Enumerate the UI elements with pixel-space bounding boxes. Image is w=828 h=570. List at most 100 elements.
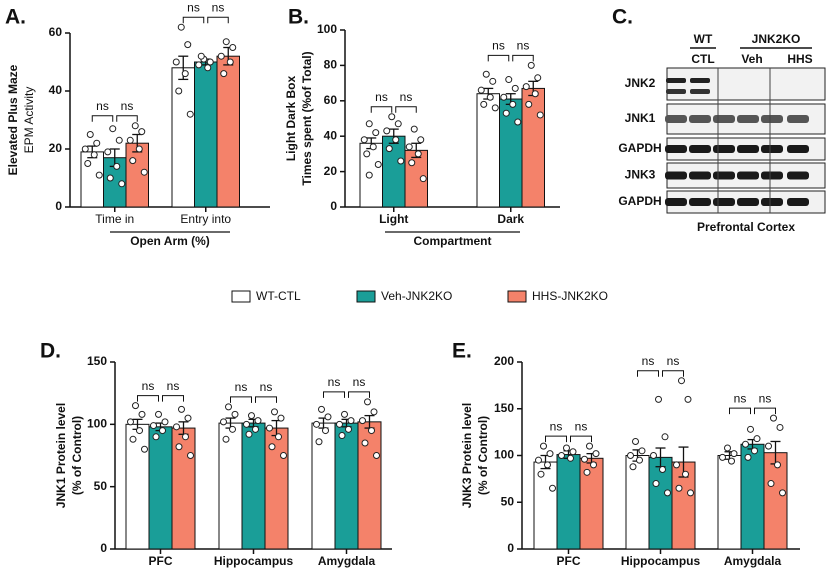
sig-label: ns — [212, 0, 225, 14]
data-point — [313, 420, 320, 428]
sig-label: ns — [167, 379, 180, 393]
data-point — [182, 433, 189, 441]
data-point — [405, 143, 413, 151]
bar — [80, 151, 104, 208]
data-point — [109, 125, 117, 133]
y-title: (% of Control) — [70, 416, 84, 495]
data-point — [172, 58, 180, 66]
data-point — [231, 410, 239, 418]
blot-row-label: GAPDH — [618, 194, 661, 208]
band — [761, 171, 783, 180]
bar — [357, 421, 382, 550]
band — [665, 145, 687, 153]
data-point — [770, 414, 777, 422]
y-tick-label: 0 — [507, 541, 514, 555]
data-point — [173, 423, 180, 431]
data-point — [563, 444, 570, 452]
band — [690, 89, 710, 94]
data-point — [177, 23, 185, 31]
data-point — [687, 489, 694, 497]
band — [665, 115, 687, 123]
data-point — [527, 61, 535, 69]
data-point — [187, 452, 194, 459]
data-point — [217, 52, 225, 60]
y-tick-label: 100 — [317, 22, 337, 36]
sig-bracket — [395, 106, 417, 113]
data-point — [132, 402, 139, 410]
data-point — [661, 433, 669, 441]
data-point — [629, 463, 637, 471]
y-title: JNK3 Protein level — [460, 403, 474, 508]
x-tick-label: Entry into — [180, 212, 231, 226]
data-point — [636, 456, 643, 464]
data-point — [638, 447, 646, 455]
data-point — [502, 109, 510, 117]
bar — [216, 55, 240, 208]
sig-label: ns — [328, 375, 341, 389]
blot-row-label: JNK3 — [625, 168, 656, 182]
bar — [556, 454, 581, 550]
data-point — [131, 122, 139, 130]
data-point — [489, 77, 497, 85]
band — [737, 198, 759, 206]
data-point — [140, 168, 148, 176]
data-point — [534, 74, 542, 82]
data-point — [280, 452, 287, 459]
data-point — [500, 93, 508, 101]
data-point — [419, 175, 427, 183]
data-point — [138, 410, 146, 418]
band — [713, 145, 735, 153]
data-point — [482, 70, 490, 78]
data-point — [753, 435, 761, 443]
data-point — [514, 118, 522, 126]
bar — [171, 427, 196, 550]
y-title: Elevated Plus Maze — [6, 64, 20, 175]
x-tick-label: Light — [379, 212, 408, 226]
band — [665, 198, 687, 206]
data-point — [744, 453, 752, 461]
sig-label: ns — [353, 375, 366, 389]
data-point — [181, 70, 189, 78]
data-point — [113, 162, 121, 170]
x-tick-label: Amygdala — [318, 554, 376, 568]
data-point — [505, 76, 513, 84]
sig-label: ns — [550, 419, 563, 433]
bar — [740, 443, 765, 550]
data-point — [569, 448, 577, 456]
data-point — [385, 145, 393, 153]
data-point — [394, 120, 402, 128]
band — [737, 145, 759, 153]
sig-bracket — [116, 115, 138, 122]
panel-label: E. — [452, 340, 472, 363]
sig-label: ns — [96, 99, 109, 113]
y-tick-label: 50 — [94, 479, 108, 493]
sig-bracket — [323, 391, 345, 398]
data-point — [417, 136, 425, 144]
y-tick-label: 100 — [87, 417, 107, 431]
data-point — [315, 438, 323, 446]
y-title: JNK1 Protein level — [54, 403, 68, 508]
band — [665, 171, 687, 180]
panel-label: C. — [612, 6, 633, 29]
data-point — [360, 136, 368, 144]
bar — [148, 426, 173, 550]
data-point — [347, 417, 355, 425]
data-point — [150, 422, 157, 430]
sig-label: ns — [121, 99, 134, 113]
data-point — [226, 58, 234, 66]
sig-label: ns — [575, 419, 588, 433]
band — [713, 115, 735, 123]
x-tick-label: PFC — [149, 554, 173, 568]
data-point — [372, 129, 380, 137]
data-point — [509, 100, 517, 108]
y-tick-label: 40 — [49, 83, 63, 97]
y-tick-label: 200 — [494, 354, 514, 368]
data-point — [336, 420, 343, 428]
sig-bracket — [91, 115, 114, 122]
sig-label: ns — [235, 380, 248, 394]
x-tick-label: Hippocampus — [214, 554, 294, 568]
data-point — [774, 461, 781, 469]
data-point — [544, 461, 551, 469]
data-point — [682, 470, 689, 478]
data-point — [369, 143, 377, 151]
